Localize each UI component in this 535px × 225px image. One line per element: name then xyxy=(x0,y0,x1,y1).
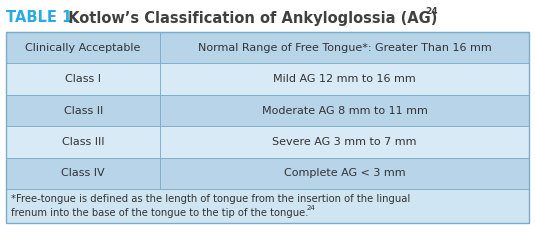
Text: frenum into the base of the tongue to the tip of the tongue.: frenum into the base of the tongue to th… xyxy=(11,207,309,218)
Text: Mild AG 12 mm to 16 mm: Mild AG 12 mm to 16 mm xyxy=(273,74,416,84)
Bar xyxy=(6,32,160,63)
Text: 24: 24 xyxy=(307,205,316,212)
Text: Complete AG < 3 mm: Complete AG < 3 mm xyxy=(284,168,406,178)
Text: Normal Range of Free Tongue*: Greater Than 16 mm: Normal Range of Free Tongue*: Greater Th… xyxy=(198,43,492,53)
Text: Class III: Class III xyxy=(62,137,104,147)
Bar xyxy=(160,32,529,63)
Text: TABLE 1.: TABLE 1. xyxy=(6,11,78,25)
Text: 24: 24 xyxy=(425,7,438,16)
Bar xyxy=(160,63,529,95)
Text: Clinically Acceptable: Clinically Acceptable xyxy=(26,43,141,53)
Text: Kotlow’s Classification of Ankyloglossia (AG): Kotlow’s Classification of Ankyloglossia… xyxy=(63,11,438,25)
Bar xyxy=(6,63,160,95)
Bar xyxy=(160,126,529,158)
Bar xyxy=(160,158,529,189)
Bar xyxy=(6,126,160,158)
Text: Class IV: Class IV xyxy=(62,168,105,178)
Text: Class II: Class II xyxy=(64,106,103,115)
Bar xyxy=(6,158,160,189)
Bar xyxy=(160,95,529,126)
Bar xyxy=(6,95,160,126)
Bar xyxy=(6,32,529,223)
Bar xyxy=(6,189,529,223)
Text: Moderate AG 8 mm to 11 mm: Moderate AG 8 mm to 11 mm xyxy=(262,106,427,115)
Text: Class I: Class I xyxy=(65,74,101,84)
Text: Severe AG 3 mm to 7 mm: Severe AG 3 mm to 7 mm xyxy=(272,137,417,147)
Text: *Free-tongue is defined as the length of tongue from the insertion of the lingua: *Free-tongue is defined as the length of… xyxy=(11,194,410,205)
